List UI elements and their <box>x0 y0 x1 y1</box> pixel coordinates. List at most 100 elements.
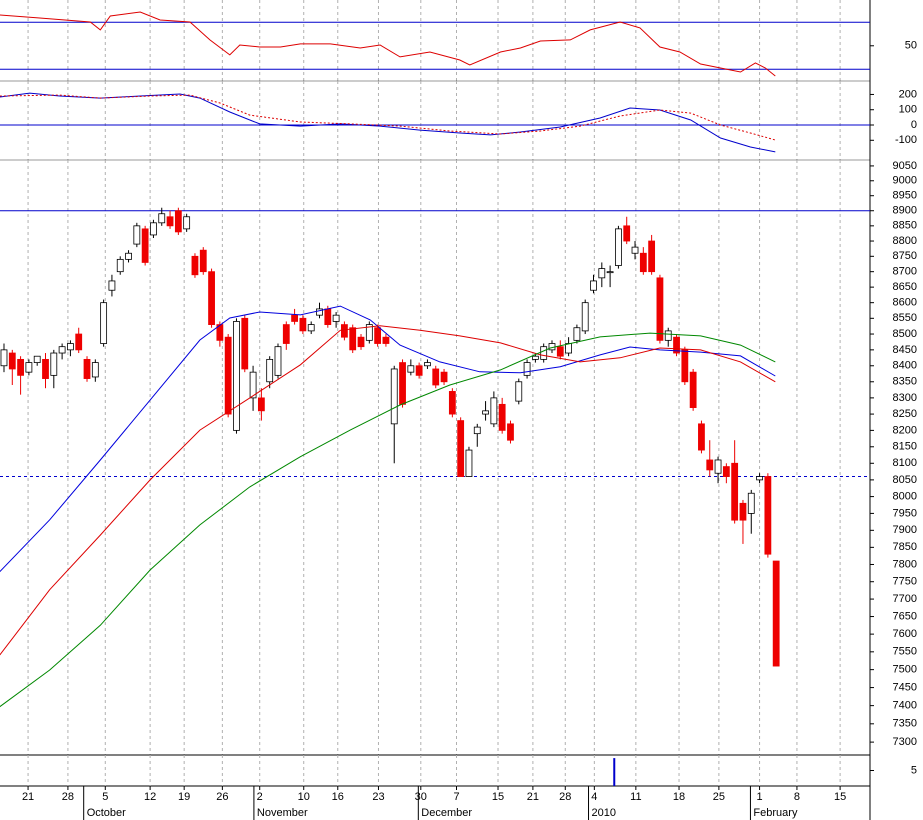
y-tick-label: 50 <box>905 40 917 52</box>
y-tick-label: 8200 <box>893 424 917 436</box>
y-tick-label: 7450 <box>893 681 917 693</box>
y-tick-label: 7600 <box>893 628 917 640</box>
panel: 5 <box>0 754 917 786</box>
y-tick-label: 7400 <box>893 700 917 712</box>
candle-body <box>266 358 274 383</box>
x-tick-label: 21 <box>527 791 539 803</box>
candle-body <box>274 346 282 376</box>
candle-body <box>390 368 398 425</box>
y-tick-label: 7800 <box>893 558 917 570</box>
candle-body <box>631 246 639 254</box>
candle-body <box>490 397 498 425</box>
candle-body <box>531 355 539 360</box>
candle-body <box>125 252 132 260</box>
y-tick-label: 7650 <box>893 610 917 622</box>
candle-body <box>116 258 124 273</box>
y-tick-label: 7300 <box>893 736 917 748</box>
x-tick-label: 4 <box>591 791 597 803</box>
candle-body <box>174 210 182 233</box>
y-tick-label: 8450 <box>893 344 917 356</box>
x-tick-label: 23 <box>372 791 384 803</box>
y-tick-label: 8100 <box>893 457 917 469</box>
candle-body <box>8 352 16 370</box>
panel: 9050 9000 8950 8900 8850 8800 8750 8700 8650 8600… <box>0 159 917 755</box>
candle-body <box>150 222 157 236</box>
candle-body <box>698 423 705 451</box>
candle-body <box>507 423 514 441</box>
candle-body <box>299 317 307 332</box>
candle-body <box>365 324 373 341</box>
candle-body <box>664 330 672 341</box>
panel: 50 <box>0 0 917 81</box>
y-tick-label: 8950 <box>893 190 917 202</box>
candle-body <box>498 403 506 431</box>
candle-body <box>648 240 656 273</box>
y-tick-label: 8700 <box>893 266 917 278</box>
candle-body <box>689 371 697 408</box>
y-tick-label: 7500 <box>893 664 917 676</box>
candle-body <box>756 476 763 481</box>
candle-body <box>291 314 298 322</box>
candle-body <box>307 324 315 332</box>
candle-body <box>565 343 572 354</box>
x-tick-label: 1 <box>757 791 763 803</box>
candle-body <box>241 317 249 370</box>
x-tick-label: 7 <box>453 791 459 803</box>
x-tick-label: 16 <box>332 791 344 803</box>
y-tick-label: 7750 <box>893 576 917 588</box>
candle-body <box>540 346 548 360</box>
y-tick-label: 7900 <box>893 524 917 536</box>
y-tick-label: 8150 <box>893 441 917 453</box>
y-tick-label: 8050 <box>893 474 917 486</box>
y-tick-label: 8300 <box>893 392 917 404</box>
month-label: February <box>753 807 798 819</box>
candle-body <box>133 225 141 245</box>
x-tick-label: 11 <box>630 791 641 803</box>
candle-body <box>349 327 357 351</box>
x-tick-label: 8 <box>794 791 800 803</box>
candle-body <box>598 268 606 279</box>
candle-body <box>108 280 116 291</box>
candle-body <box>706 459 714 471</box>
candle-body <box>58 346 66 354</box>
candle-body <box>415 365 423 376</box>
candle-body <box>590 280 597 291</box>
line-series <box>0 94 776 141</box>
y-tick-label: 8800 <box>893 235 917 247</box>
y-tick-label: 8250 <box>893 408 917 420</box>
candle-body <box>448 391 456 415</box>
y-tick-label: 8850 <box>893 220 917 232</box>
line-series <box>0 325 776 656</box>
x-tick-label: 21 <box>22 791 34 803</box>
x-tick-label: 12 <box>144 791 156 803</box>
candle-body <box>482 410 489 415</box>
candle-body <box>17 358 24 376</box>
candle-body <box>25 362 33 373</box>
candle-body <box>224 336 232 415</box>
y-tick-label: 9000 <box>893 175 917 187</box>
candle-body <box>216 324 224 341</box>
candle-body <box>332 314 340 322</box>
y-tick-label: 7950 <box>893 507 917 519</box>
candle-body <box>158 213 166 224</box>
x-tick-label: 5 <box>102 791 108 803</box>
x-tick-label: 15 <box>834 791 846 803</box>
candle-body <box>606 271 614 274</box>
candle-body <box>257 397 265 412</box>
candle-body <box>141 228 149 263</box>
candle-body <box>191 255 199 276</box>
candle-body <box>639 252 647 273</box>
month-label: November <box>257 807 308 819</box>
x-tick-label: 19 <box>178 791 190 803</box>
y-tick-label: 8750 <box>893 250 917 262</box>
x-tick-label: 15 <box>492 791 504 803</box>
y-tick-label: 5 <box>911 764 917 776</box>
x-tick-label: 30 <box>415 791 427 803</box>
candle-body <box>581 302 589 332</box>
candle-body <box>374 327 382 344</box>
candle-body <box>731 462 739 521</box>
month-label: December <box>421 807 472 819</box>
line-series <box>0 92 776 153</box>
candle-body <box>67 343 74 351</box>
